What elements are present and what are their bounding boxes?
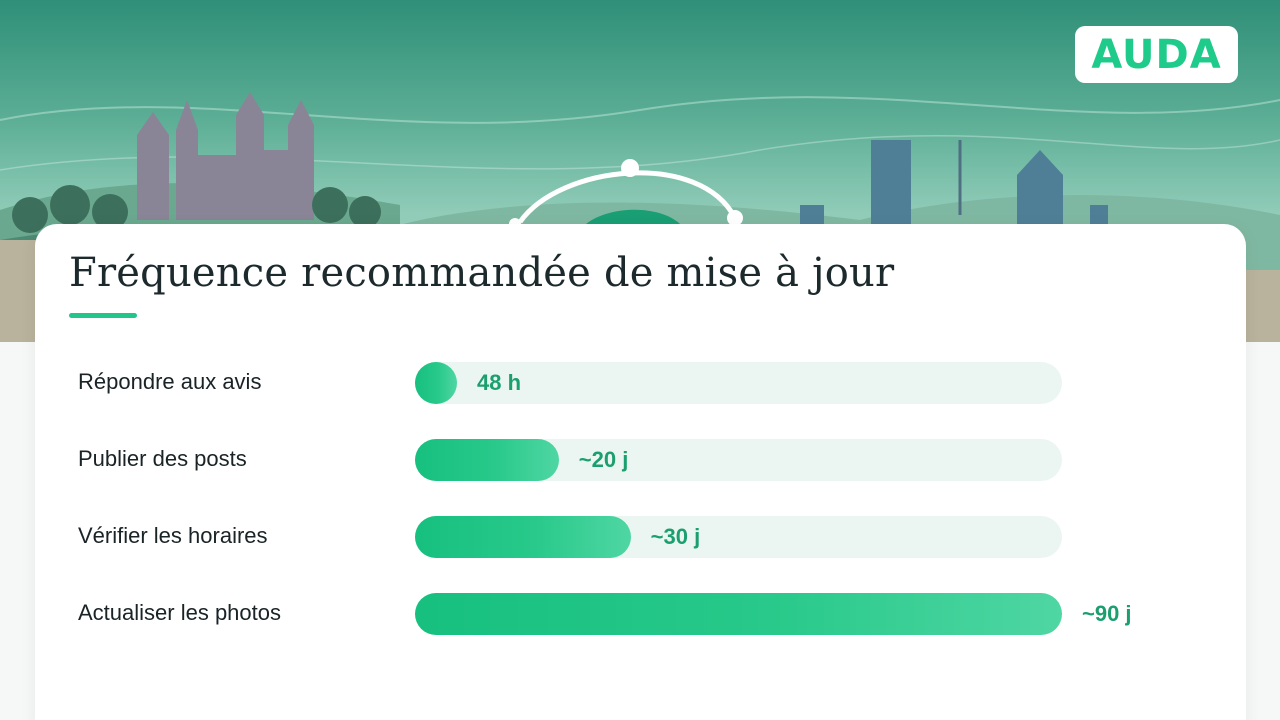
title-underline [69,313,137,318]
auda-logo: AUDA [1075,26,1238,83]
bar-label: Répondre aux avis [78,369,262,394]
bar [415,362,457,404]
bar [415,439,559,481]
bar-label: Vérifier les horaires [78,523,268,548]
bar-label: Publier des posts [78,446,247,471]
bar-label: Actualiser les photos [78,600,281,625]
bar [415,593,1062,635]
bar-value-label: ~20 j [578,447,629,472]
bar-value-label: 48 h [477,370,522,395]
bar-value-label: ~90 j [1082,601,1132,626]
bar [415,516,631,558]
bar-value-label: ~30 j [650,524,701,549]
chart-title: Fréquence recommandée de mise à jour [69,250,895,296]
bar-track [415,362,1062,404]
